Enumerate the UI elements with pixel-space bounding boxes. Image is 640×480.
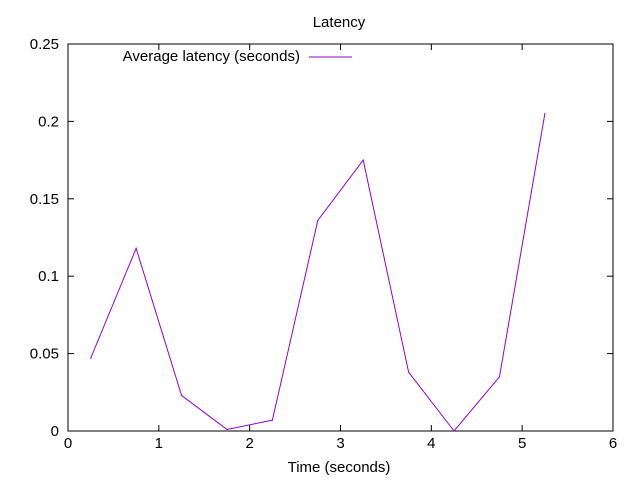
data-point-0-3 bbox=[226, 428, 228, 431]
legend: Average latency (seconds) bbox=[123, 48, 352, 65]
x-tick-label-5: 5 bbox=[518, 435, 526, 452]
y-tick-label-4: 0.2 bbox=[38, 113, 59, 130]
y-tick-label-1: 0.05 bbox=[30, 346, 59, 363]
data-point-0-10 bbox=[544, 113, 546, 115]
plot-frame bbox=[67, 43, 614, 432]
data-point-0-7 bbox=[408, 371, 410, 373]
y-tick-label-0: 0 bbox=[51, 423, 59, 440]
data-point-0-5 bbox=[317, 219, 319, 222]
legend-label: Average latency (seconds) bbox=[123, 48, 300, 65]
x-axis-label: Time (seconds) bbox=[288, 459, 391, 476]
data-point-0-9 bbox=[498, 376, 501, 378]
y-tick-label-2: 0.1 bbox=[38, 268, 59, 285]
series-layer bbox=[90, 113, 546, 432]
x-tick-label-3: 3 bbox=[336, 435, 344, 452]
x-tick-label-2: 2 bbox=[245, 435, 253, 452]
data-point-0-4 bbox=[271, 419, 273, 421]
x-tick-label-6: 6 bbox=[609, 435, 617, 452]
data-point-0-1 bbox=[135, 247, 137, 249]
x-tick-label-0: 0 bbox=[64, 435, 72, 452]
y-tick-label-5: 0.25 bbox=[30, 36, 59, 53]
x-tick-label-4: 4 bbox=[427, 435, 435, 452]
data-point-0-6 bbox=[362, 159, 364, 161]
axis-ticks bbox=[67, 43, 614, 432]
axis-tick-labels: 0 1 2 3 4 5 6 0 0.05 0.1 0.15 0.2 0.25 bbox=[30, 36, 617, 452]
data-point-0-8 bbox=[453, 430, 455, 432]
data-point-0-2 bbox=[180, 394, 183, 396]
chart-title: Latency bbox=[313, 14, 366, 31]
x-tick-label-1: 1 bbox=[155, 435, 163, 452]
data-point-0-0 bbox=[90, 357, 92, 359]
series-line-0 bbox=[90, 113, 546, 432]
y-tick-label-3: 0.15 bbox=[30, 191, 59, 208]
